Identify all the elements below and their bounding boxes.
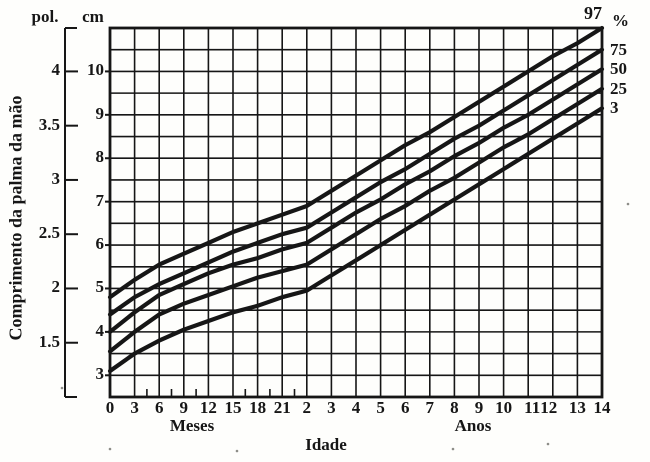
cm-unit-label: cm — [82, 7, 104, 26]
x-section-label-meses: Meses — [169, 416, 215, 435]
y-tick-cm-10: 10 — [87, 60, 104, 80]
growth-curve-97 — [107, 25, 605, 300]
scan-speckle — [451, 447, 455, 451]
x-axis-title: Idade — [305, 435, 347, 454]
x-tick-meses-6: 6 — [154, 398, 164, 417]
growth-curve-3 — [107, 106, 605, 374]
y-tick-cm-7: 7 — [95, 190, 105, 210]
y-tick-pol-3.5: 3.5 — [38, 114, 60, 134]
x-tick-anos-5: 5 — [376, 398, 385, 417]
plot-border — [108, 26, 604, 399]
scan-speckle — [60, 386, 64, 390]
percentile-label-75: 75 — [610, 39, 627, 59]
pol-unit-label: pol. — [31, 7, 59, 26]
x-tick-anos-13: 13 — [568, 398, 586, 417]
percentile-label-97: 97 — [584, 3, 602, 23]
x-tick-meses-9: 9 — [179, 398, 189, 417]
scan-speckle — [546, 442, 550, 446]
x-section-label-anos: Anos — [454, 416, 492, 435]
x-tick-anos-7: 7 — [425, 398, 435, 417]
percentile-label-25: 25 — [610, 78, 627, 98]
percentile-label-3: 3 — [610, 98, 619, 118]
x-tick-meses-3: 3 — [130, 398, 139, 417]
x-tick-anos-3: 3 — [327, 398, 336, 417]
x-tick-anos-4: 4 — [351, 398, 361, 417]
scan-speckle — [235, 449, 239, 453]
percentile-label-50: 50 — [610, 59, 627, 79]
x-tick-anos-8: 8 — [450, 398, 459, 417]
x-tick-anos-10: 10 — [495, 398, 513, 417]
x-tick-meses-21: 21 — [273, 398, 291, 417]
x-tick-meses-18: 18 — [249, 398, 267, 417]
x-tick-meses-12: 12 — [199, 398, 217, 417]
y-tick-cm-4: 4 — [95, 320, 105, 340]
y-tick-pol-1.5: 1.5 — [38, 331, 60, 351]
y-tick-pol-3: 3 — [51, 168, 61, 188]
y-tick-pol-2: 2 — [51, 277, 61, 297]
y-tick-cm-9: 9 — [95, 103, 105, 123]
x-tick-anos-14: 14 — [593, 398, 611, 417]
percent-sign: % — [612, 11, 629, 30]
scan-speckle — [626, 202, 630, 206]
growth-curve-50 — [107, 67, 605, 334]
scan-speckle — [108, 447, 112, 451]
y-tick-pol-2.5: 2.5 — [38, 223, 60, 243]
x-tick-meses-0: 0 — [105, 398, 115, 417]
x-tick-anos-6: 6 — [400, 398, 410, 417]
y-tick-cm-3: 3 — [95, 364, 105, 384]
growth-curve-25 — [107, 86, 605, 354]
y-tick-pol-4: 4 — [51, 60, 61, 80]
y-tick-cm-8: 8 — [95, 147, 105, 167]
growth-curve-75 — [107, 47, 605, 317]
y-tick-cm-5: 5 — [95, 277, 105, 297]
y-tick-cm-6: 6 — [95, 234, 105, 254]
x-tick-anos-12: 12 — [540, 398, 558, 417]
x-tick-anos-11: 11 — [524, 398, 541, 417]
x-tick-meses-15: 15 — [224, 398, 242, 417]
y-axis-title: Comprimento da palma da mão — [5, 95, 26, 341]
x-tick-anos-2: 2 — [302, 398, 312, 417]
x-tick-anos-9: 9 — [474, 398, 484, 417]
